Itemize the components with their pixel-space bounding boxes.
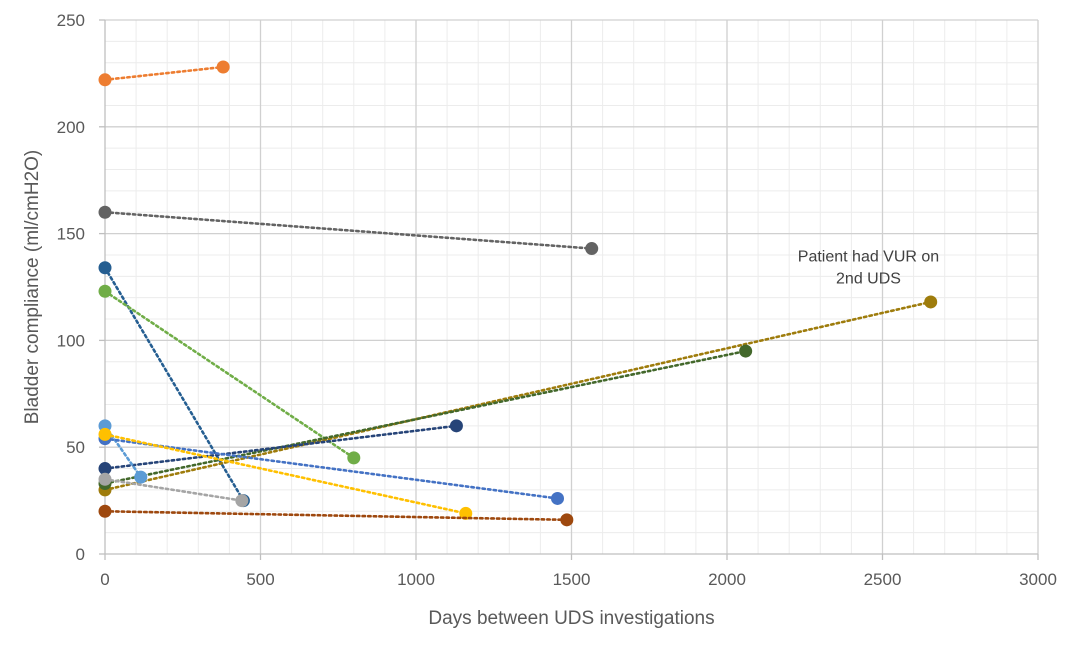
y-tick-label: 0 [76,545,85,564]
y-tick-label: 250 [57,11,85,30]
data-point [585,242,599,256]
patient-series [98,284,361,465]
x-tick-label: 1500 [553,570,591,589]
data-point [98,284,112,298]
annotation-line: Patient had VUR on [798,248,939,265]
annotation-line: 2nd UDS [836,270,901,287]
data-point [98,504,112,518]
data-point [98,472,112,486]
data-point [98,205,112,219]
annotations: Patient had VUR on 2nd UDS [798,248,939,287]
data-point [216,60,230,74]
patient-series [98,504,574,527]
data-point [924,295,938,309]
x-axis-title: Days between UDS investigations [428,608,714,629]
data-point [739,344,753,358]
data-point [560,513,574,527]
annotation-text: Patient had VUR on 2nd UDS [798,248,939,287]
y-tick-label: 150 [57,225,85,244]
series-line [103,266,245,502]
x-tick-label: 1000 [397,570,435,589]
series-line [103,300,933,492]
data-point [134,470,148,484]
data-point [551,491,565,505]
data-point [449,419,463,433]
x-tick-label: 0 [100,570,109,589]
patient-series [98,472,249,508]
series-line [103,433,468,515]
x-tick-labels: 0 500 1000 1500 2000 2500 3000 [100,570,1057,589]
data-point [459,506,473,520]
series-line [103,437,559,500]
x-tick-label: 3000 [1019,570,1057,589]
series-line [103,65,225,82]
series-line [103,210,594,250]
patient-series [98,60,230,87]
y-tick-labels: 0 50 100 150 200 250 [57,11,85,564]
patient-series [98,205,599,256]
data-point [98,462,112,476]
data-point [98,73,112,87]
axes [99,19,1039,560]
data-point [235,494,249,508]
series-line [103,477,244,502]
series-line [103,289,356,460]
series-line [103,509,569,522]
series-line [103,424,458,470]
data-series [98,60,938,527]
data-point [98,261,112,275]
y-tick-label: 50 [66,438,85,457]
patient-series [98,427,473,520]
patient-series [98,419,463,476]
major-gridlines [105,19,1039,554]
y-axis-title: Bladder compliance (ml/cmH2O) [22,150,43,425]
series-line [103,349,747,485]
data-point [347,451,361,465]
y-tick-label: 100 [57,331,85,350]
y-tick-label: 200 [57,118,85,137]
x-tick-label: 500 [246,570,274,589]
data-point [98,427,112,441]
x-tick-label: 2500 [864,570,902,589]
x-tick-label: 2000 [708,570,746,589]
